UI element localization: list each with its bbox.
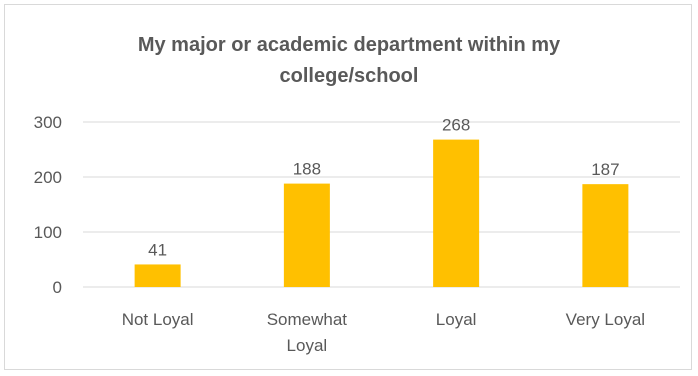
y-tick-label: 200 <box>34 168 62 187</box>
x-category-label: Somewhat <box>267 310 348 329</box>
y-tick-label: 0 <box>53 278 62 297</box>
data-label: 188 <box>293 160 321 179</box>
data-label: 41 <box>148 240 167 259</box>
x-category-label: Very Loyal <box>566 310 645 329</box>
bar <box>433 139 480 287</box>
y-tick-label: 300 <box>34 113 62 132</box>
x-category-label: Loyal <box>287 336 328 355</box>
x-category-label: Not Loyal <box>122 310 194 329</box>
bar <box>283 183 330 287</box>
bar <box>134 264 181 287</box>
y-tick-label: 100 <box>34 223 62 242</box>
chart-title: My major or academic department within m… <box>0 30 698 92</box>
chart-title-line-2: college/school <box>279 65 419 87</box>
chart-frame <box>4 4 692 370</box>
data-label: 187 <box>591 160 619 179</box>
bar <box>582 184 629 287</box>
data-label: 268 <box>442 116 470 135</box>
chart-title-line-1: My major or academic department within m… <box>137 34 561 56</box>
x-category-label: Loyal <box>436 310 477 329</box>
